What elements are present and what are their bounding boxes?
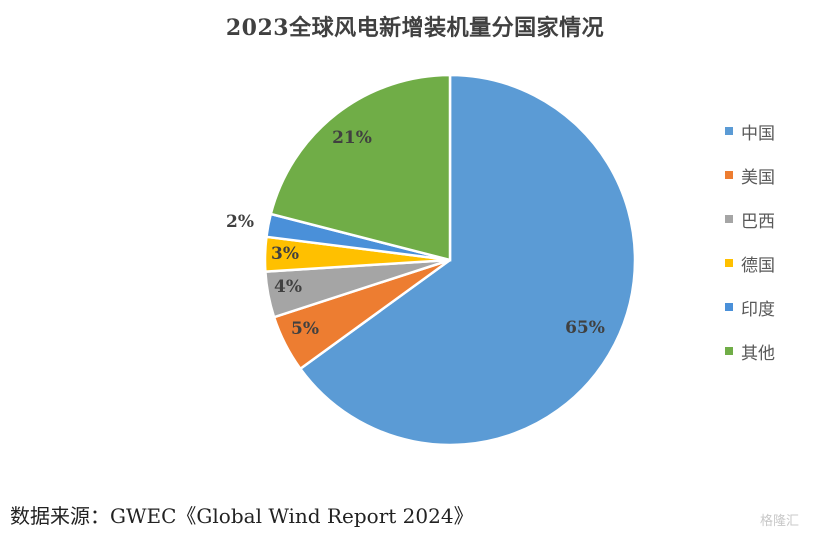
legend-label: 印度 [741, 299, 775, 320]
data-label-3: 3% [271, 244, 299, 264]
pie-slice-5 [269, 73, 452, 262]
legend-swatch [725, 259, 733, 267]
legend-item-5: 其他 [725, 340, 775, 364]
legend-swatch [725, 171, 733, 179]
legend-item-4: 印度 [725, 296, 775, 320]
legend-item-0: 中国 [725, 120, 775, 144]
source-note: 数据来源：GWEC《Global Wind Report 2024》 [10, 504, 474, 528]
legend-label: 中国 [741, 123, 775, 144]
chart-legend: 中国美国巴西德国印度其他 [725, 120, 775, 384]
legend-swatch [725, 127, 733, 135]
pie-slice-0 [298, 73, 637, 447]
legend-label: 美国 [741, 167, 775, 188]
pie-slices [263, 73, 637, 447]
legend-item-1: 美国 [725, 164, 775, 188]
legend-label: 德国 [741, 255, 775, 276]
data-label-2: 4% [274, 277, 302, 297]
legend-swatch [725, 347, 733, 355]
legend-swatch [725, 303, 733, 311]
data-label-0: 65% [565, 318, 605, 338]
pie-data-labels: 65% 5% 4% 3% 2% 21% [226, 128, 605, 339]
legend-item-2: 巴西 [725, 208, 775, 232]
legend-label: 巴西 [741, 211, 775, 232]
data-label-1: 5% [291, 319, 319, 339]
watermark: 格隆汇 [760, 514, 800, 529]
data-label-4: 2% [226, 212, 254, 232]
chart-title: 2023全球风电新增装机量分国家情况 [225, 15, 605, 41]
legend-label: 其他 [741, 343, 775, 364]
legend-item-3: 德国 [725, 252, 775, 276]
legend-swatch [725, 215, 733, 223]
data-label-5: 21% [332, 128, 372, 148]
